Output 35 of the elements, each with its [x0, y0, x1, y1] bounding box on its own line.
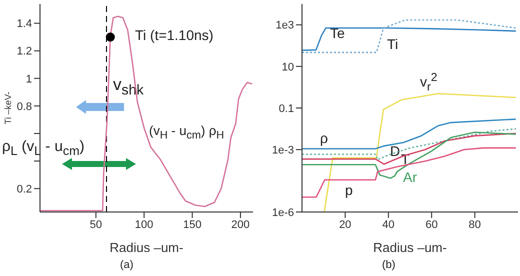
y-tick-label: 0.1 [278, 102, 294, 115]
line-series [302, 147, 516, 198]
x-tick-label: 200 [231, 218, 250, 231]
x-tick-label: 40 [382, 218, 395, 231]
line-series [302, 27, 516, 51]
x-axis-title: Radius –um- [110, 240, 184, 255]
series-label: p [345, 182, 353, 198]
x-axis-title: Radius –um- [373, 240, 447, 255]
y-tick-label: 1.2 [16, 46, 32, 58]
y-axis-title: Ti –keV- [3, 92, 14, 124]
series-label: Ar [403, 169, 417, 185]
series-label: Te [330, 25, 345, 41]
y-tick-label: 1e-6 [272, 206, 294, 219]
y-tick-label: 1 [26, 73, 32, 86]
text: (b) [382, 259, 396, 271]
y-tick-label: 1e3 [276, 20, 294, 32]
x-tick-label: 20 [339, 218, 352, 231]
y-tick-label: 1.4 [16, 18, 32, 30]
line-series [302, 132, 516, 165]
x-tick-label: 50 [90, 218, 102, 231]
annotation: (v$_{H}$ - u$_{cm}$) ρ$_{H}$ [149, 123, 224, 142]
x-tick-label: 60 [425, 218, 438, 231]
text: (a) [120, 259, 134, 271]
series-label: D [390, 143, 400, 159]
y-tick-label: 1e-3 [272, 144, 294, 157]
annotation: Ti (t=1.10ns) [135, 27, 214, 43]
line-series [302, 19, 516, 54]
x-tick-label: 150 [183, 218, 202, 231]
x-tick-label: 100 [134, 218, 154, 231]
y-tick-label: 0.8 [16, 100, 32, 113]
y-tick-label: 0.2 [16, 183, 32, 196]
series-label: Ti [387, 36, 398, 52]
y-tick-label: 10 [282, 61, 294, 74]
x-tick-label: 80 [468, 218, 481, 231]
series-label: ρ [320, 130, 328, 146]
